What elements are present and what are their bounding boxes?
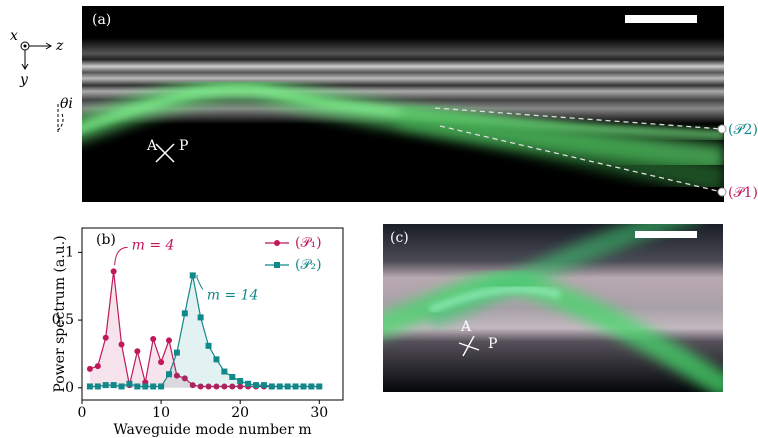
- marker: [308, 383, 314, 389]
- marker: [158, 359, 164, 365]
- legend-label: (𝒫₁): [295, 235, 322, 251]
- annotation-arrow: [115, 247, 128, 265]
- annotation: m = 4: [132, 237, 175, 253]
- x-axis-label: Waveguide mode number m: [113, 422, 311, 438]
- marker: [277, 383, 283, 389]
- marker: [111, 268, 117, 274]
- path-label: (𝒫1): [728, 185, 758, 201]
- y-axis-label: Power spectrum (a.u.): [52, 235, 68, 392]
- x-tick-label: 10: [152, 405, 170, 421]
- axis-name: z: [55, 38, 64, 54]
- marker: [190, 272, 196, 278]
- annotation-arrow: [197, 275, 203, 289]
- axis-name: y: [19, 72, 29, 88]
- marker: [134, 383, 140, 389]
- x-tick-label: 0: [78, 405, 87, 421]
- path-label: (𝒫2): [728, 122, 758, 138]
- marker: [182, 310, 188, 316]
- marker: [166, 337, 172, 343]
- marker: [150, 336, 156, 342]
- polarizer-label: P: [488, 336, 497, 352]
- micrograph-a: [70, 6, 724, 202]
- marker: [293, 383, 299, 389]
- marker: [111, 382, 117, 388]
- polarizer-label: P: [179, 138, 188, 154]
- marker: [237, 378, 243, 384]
- marker: [300, 383, 306, 389]
- axis-name: x: [10, 28, 18, 44]
- marker: [174, 350, 180, 356]
- marker: [103, 335, 109, 341]
- marker: [253, 382, 259, 388]
- panel-label: (c): [390, 230, 409, 246]
- marker: [150, 383, 156, 389]
- panel-label: (a): [92, 12, 111, 28]
- x-tick-label: 20: [231, 405, 249, 421]
- marker: [269, 383, 275, 389]
- marker: [316, 383, 322, 389]
- x-tick-label: 30: [310, 405, 328, 421]
- marker: [166, 371, 172, 377]
- marker: [87, 366, 93, 372]
- marker: [198, 314, 204, 320]
- marker: [142, 383, 148, 389]
- marker: [119, 341, 125, 347]
- marker: [229, 374, 235, 380]
- legend-marker: [274, 262, 280, 268]
- angle-label: θi: [60, 96, 73, 112]
- micrograph-c: [370, 210, 730, 392]
- marker: [245, 381, 251, 387]
- analyzer-label: A: [146, 138, 158, 154]
- panel-label: (b): [96, 232, 116, 248]
- marker: [95, 363, 101, 369]
- marker: [221, 369, 227, 375]
- legend-marker: [274, 240, 280, 246]
- marker: [285, 383, 291, 389]
- marker: [95, 383, 101, 389]
- marker: [206, 343, 212, 349]
- figure: (a) A P (𝒫2) (𝒫1) x z y θi (c) A P (b) 0 1…: [0, 0, 758, 438]
- marker: [126, 381, 132, 387]
- annotation: m = 14: [207, 287, 259, 303]
- marker: [213, 356, 219, 362]
- marker: [134, 348, 140, 354]
- legend-label: (𝒫₂): [295, 257, 322, 273]
- marker: [261, 382, 267, 388]
- marker: [87, 383, 93, 389]
- marker: [103, 382, 109, 388]
- analyzer-label: A: [460, 319, 472, 335]
- marker: [158, 383, 164, 389]
- marker: [119, 383, 125, 389]
